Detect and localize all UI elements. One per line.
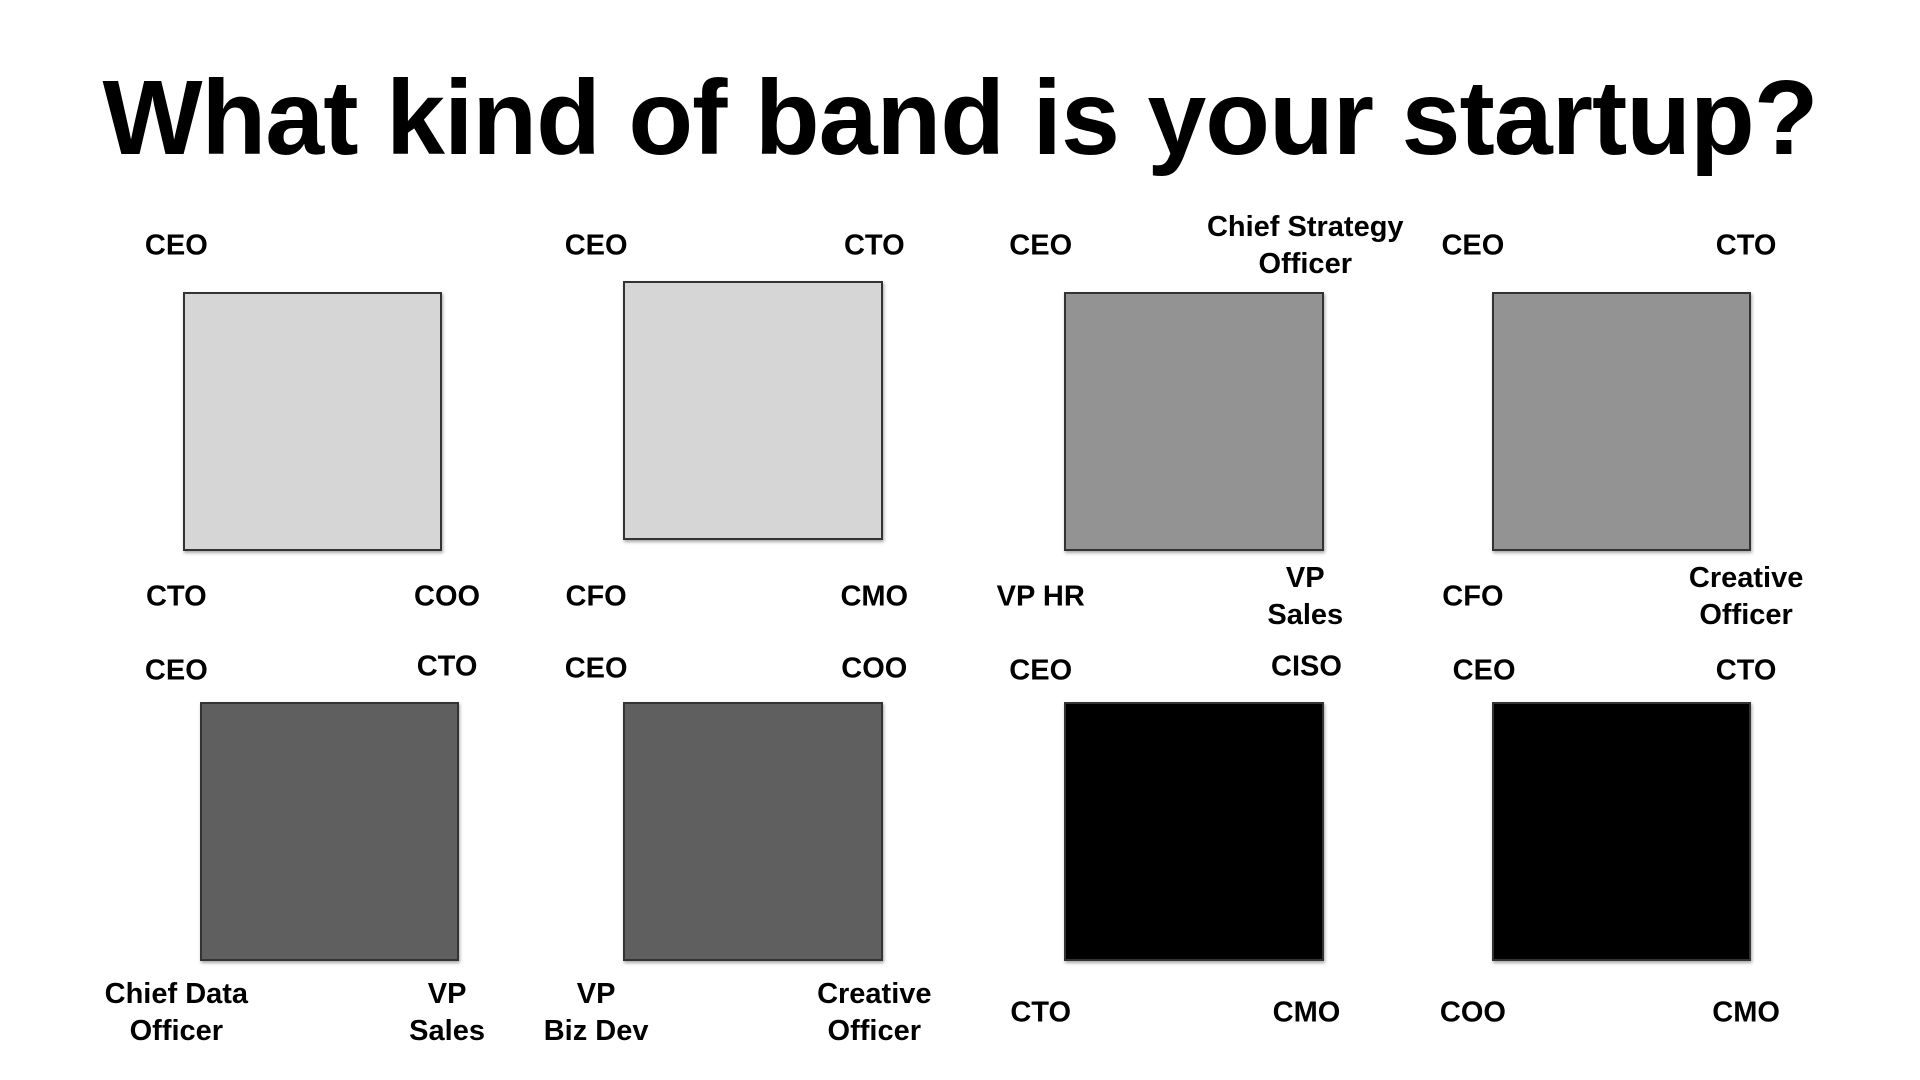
band-square	[1064, 291, 1324, 552]
slide-title: What kind of band is your startup?	[102, 59, 1819, 177]
role-label: COO	[1439, 996, 1506, 1029]
band-square	[1491, 291, 1752, 552]
role-label: CTO	[145, 580, 207, 613]
role-label: CTO	[1715, 229, 1777, 262]
role-label: CTO	[416, 650, 478, 683]
role-label: Chief Data Officer	[104, 978, 249, 1048]
band-square	[623, 701, 883, 962]
role-label: CEO	[1009, 654, 1073, 687]
band-square	[1064, 701, 1324, 962]
role-label: CISO	[1271, 650, 1342, 683]
role-label: CEO	[564, 652, 628, 685]
band-square	[182, 291, 443, 552]
role-label: CEO	[1441, 229, 1505, 262]
role-label: Chief Strategy Officer	[1206, 210, 1404, 280]
role-label: CEO	[1452, 654, 1516, 687]
role-label: VP Biz Dev	[543, 978, 649, 1048]
role-label: CFO	[565, 580, 627, 613]
role-label: COO	[841, 652, 908, 685]
role-label: VP Sales	[409, 978, 485, 1048]
role-label: CEO	[1009, 229, 1073, 262]
role-label: CTO	[1010, 996, 1072, 1029]
role-label: VP HR	[996, 580, 1085, 613]
role-label: CTO	[843, 229, 905, 262]
role-label: VP Sales	[1267, 562, 1344, 632]
role-label: Creative Officer	[817, 978, 932, 1048]
role-label: CMO	[1272, 996, 1341, 1029]
role-label: CEO	[564, 229, 628, 262]
role-label: COO	[414, 580, 481, 613]
band-square	[199, 701, 460, 962]
role-label: CEO	[144, 654, 208, 687]
role-label: CMO	[1712, 996, 1780, 1029]
band-square	[623, 280, 883, 541]
band-square	[1491, 701, 1752, 962]
role-label: CFO	[1442, 580, 1504, 613]
role-label: CMO	[840, 580, 909, 613]
role-label: Creative Officer	[1688, 562, 1804, 632]
role-label: CEO	[144, 229, 208, 262]
role-label: CTO	[1715, 654, 1777, 687]
